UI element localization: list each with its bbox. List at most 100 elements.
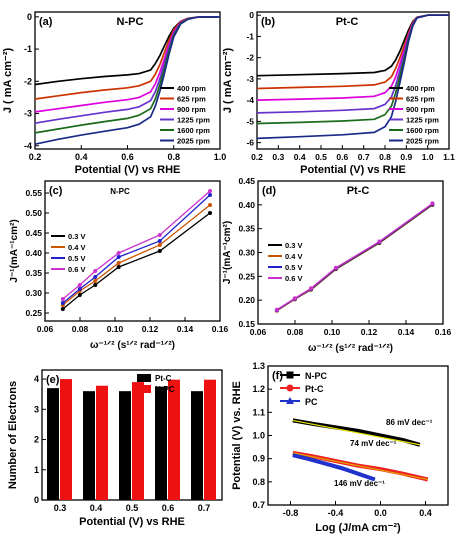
legend-label: N-PC [155,385,175,394]
y-axis-label: J⁻¹(mA⁻¹cm²) [222,221,233,284]
y-tick-label: 0.50 [25,208,42,218]
y-tick-label: 0.35 [238,224,255,234]
kl-line [62,212,211,310]
y-tick-label: 0.30 [238,248,255,258]
legend-label: 0.5 V [285,263,303,272]
y-tick-label: -3 [24,109,32,119]
x-axis-label: Potential (V) vs RHE [300,164,406,176]
y-tick-label: -3 [246,74,254,84]
x-tick-label: 0.7 [358,152,370,162]
legend-marker [286,384,294,392]
x-tick-label: 0.16 [435,327,452,337]
tafel-slope-annotation: 86 mV dec⁻¹ [386,418,433,427]
y-tick-label: -2 [24,76,32,86]
panel-label: (e) [46,374,60,386]
bar [47,388,59,500]
y-tick-label: 0.40 [238,200,255,210]
legend-label: 1600 rpm [177,126,210,135]
x-tick-label: 0.12 [361,327,378,337]
legend-marker [286,397,294,404]
x-tick-label: 0.08 [287,327,304,337]
panel-e-electron-bar-chart: 0 1 2 3 4 0.3 0.4 0.5 0.6 0.7 (e) Pt-C N-PC Potential… [7,369,223,528]
kl-line [62,190,211,300]
x-tick-label: 0.4 [90,503,103,513]
y-tick-label: 0.15 [238,319,255,329]
x-axis-label: ω⁻¹ᐟ² (s¹ᐟ² rad⁻¹ᐟ²) [90,340,175,351]
x-tick-label: 0.06 [250,327,267,337]
kl-point [274,307,279,312]
y-tick-label: 0 [27,12,32,22]
y-tick-label: -5 [246,116,254,126]
x-tick-label: 1.0 [422,152,434,162]
lsv-curve [256,14,449,140]
kl-point [116,255,121,259]
bar [83,391,95,500]
x-tick-label: 0.7 [198,503,211,513]
plot-frame [44,180,221,322]
kl-point [60,301,65,305]
bar [155,386,167,500]
x-tick-label: 0.9 [400,152,412,162]
kl-point [116,265,121,269]
kl-point [93,275,98,279]
y-tick-label: 3 [34,404,39,414]
y-tick-label: 1.2 [252,384,265,394]
legend-label: 400 rpm [406,84,435,93]
kl-point [292,296,297,301]
bar [168,379,180,500]
y-tick-label: 0.8 [252,477,265,487]
x-tick-label: 0.10 [107,324,124,334]
legend-label: 0.3 V [68,232,86,241]
kl-point [157,249,162,253]
legend-label: 2025 rpm [177,137,210,146]
panel-title: Pt-C [347,185,370,197]
kl-point [333,265,338,270]
panel-d-ptc-kl-plot: 0.06 0.08 0.10 0.12 0.14 0.16 0.15 0.20 0.25 0.30… [222,176,452,354]
kl-line [276,202,433,311]
x-tick-label: 0.16 [212,324,229,334]
y-tick-label: 1.1 [252,407,265,417]
legend-label: 625 rpm [177,95,206,104]
y-tick-label: 0.7 [252,500,265,510]
tafel-fit-line [292,454,376,481]
y-tick-label: 0.30 [25,288,42,298]
x-tick-label: 0.3 [272,152,284,162]
x-tick-label: 0.2 [29,152,42,162]
bar [119,391,131,500]
kl-point [208,211,213,215]
kl-point [157,243,162,247]
kl-point [116,261,121,265]
x-tick-label: 0.4 [75,152,88,162]
legend-label: 1600 rpm [406,126,439,135]
x-tick-label: 0.14 [177,324,194,334]
x-tick-label: 0.2 [251,152,263,162]
panel-a-npc-lsv: 0.2 0.4 0.6 0.8 1.0 0 -1 -2 -3 -4 (a) Potential (V)… [2,11,226,176]
kl-point [208,203,213,207]
x-tick-label: 0.6 [121,152,134,162]
legend-marker [286,371,294,379]
kl-point [157,233,162,237]
panel-label: (a) [39,16,53,28]
y-tick-label: 0.45 [238,176,255,186]
bar [96,385,108,500]
x-tick-label: 0.4 [294,152,306,162]
x-tick-label: 0.12 [142,324,159,334]
x-tick-label: 0.4 [419,508,432,518]
legend-swatch [137,385,151,393]
bar [60,379,72,500]
y-tick-label: 4 [34,374,39,384]
x-tick-label: 0.6 [336,152,348,162]
y-tick-label: 0.40 [25,248,42,258]
plot-frame [256,11,450,150]
legend-label: 1225 rpm [177,116,210,125]
x-tick-label: 0.5 [126,503,139,513]
legend-label: 2025 rpm [406,137,439,146]
y-tick-label: 0.9 [252,454,265,464]
x-axis-label: Potential (V) vs RHE [79,516,185,528]
legend-label: Pt-C [155,374,172,383]
y-tick-label: -1 [24,44,32,54]
kl-point [77,283,82,287]
legend-label: 0.4 V [285,252,303,261]
legend-label: N-PC [305,371,327,381]
legend-label: Pt-C [305,384,324,394]
